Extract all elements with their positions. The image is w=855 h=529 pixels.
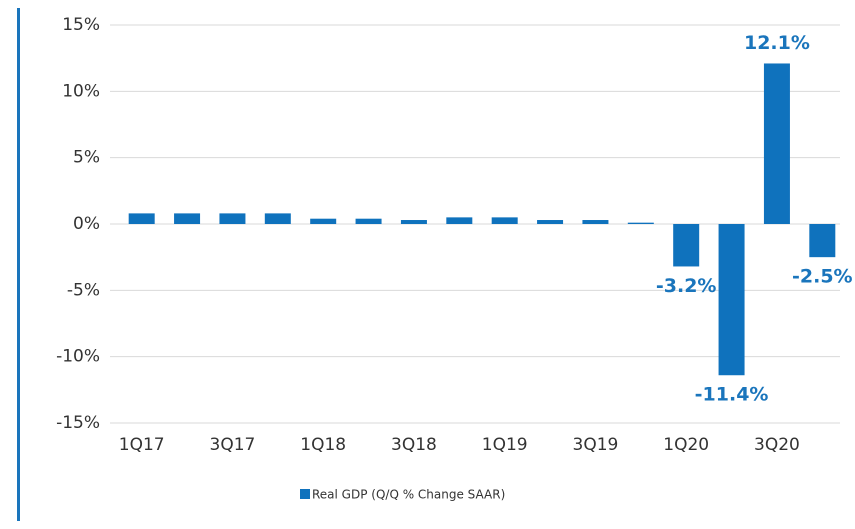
side-rule: [17, 8, 20, 521]
bar: [128, 213, 155, 224]
bar: [400, 220, 427, 224]
bar: [718, 224, 745, 376]
x-tick-label: 1Q17: [119, 435, 165, 455]
bar: [174, 213, 201, 224]
x-tick-label: 3Q17: [210, 435, 256, 455]
y-tick-label: -5%: [67, 280, 100, 300]
bar: [582, 220, 609, 224]
y-tick-label: -10%: [56, 347, 100, 367]
x-tick-label: 3Q20: [754, 435, 800, 455]
y-tick-label: 5%: [73, 148, 100, 168]
value-label: -3.2%: [656, 275, 717, 297]
bar: [310, 218, 337, 224]
bar: [809, 224, 836, 258]
value-label: -2.5%: [792, 266, 853, 288]
bar: [627, 222, 654, 224]
legend-label: Real GDP (Q/Q % Change SAAR): [312, 488, 505, 502]
y-tick-label: 15%: [62, 15, 100, 35]
bar: [355, 218, 382, 224]
x-tick-label: 3Q19: [573, 435, 619, 455]
bar: [763, 63, 790, 225]
bar: [219, 213, 246, 224]
x-tick-label: 1Q18: [300, 435, 346, 455]
value-label: 12.1%: [744, 32, 810, 54]
bar: [673, 224, 700, 267]
y-tick-label: -15%: [56, 413, 100, 433]
bar: [537, 220, 564, 224]
value-label: -11.4%: [695, 384, 769, 406]
x-tick-label: 1Q19: [482, 435, 528, 455]
x-tick-label: 1Q20: [663, 435, 709, 455]
y-tick-label: 0%: [73, 214, 100, 234]
bar: [491, 217, 518, 224]
bar: [264, 213, 291, 224]
legend-swatch: [300, 489, 310, 499]
y-tick-label: 10%: [62, 81, 100, 101]
bar: [446, 217, 473, 224]
x-tick-label: 3Q18: [391, 435, 437, 455]
